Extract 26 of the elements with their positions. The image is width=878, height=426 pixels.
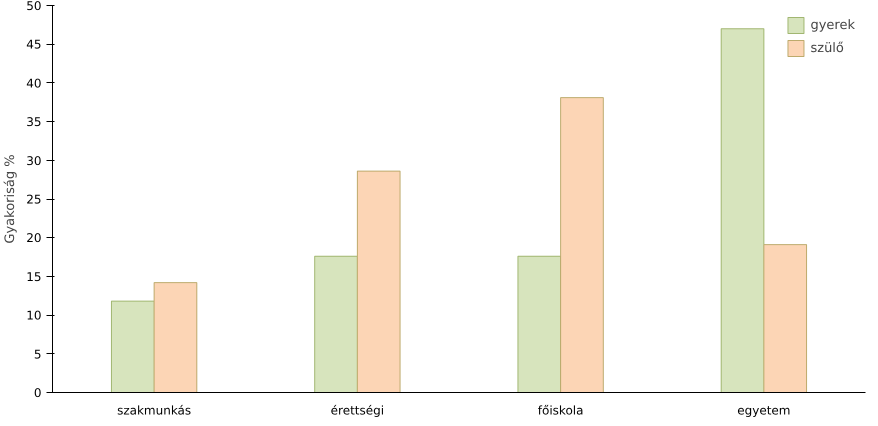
bar — [314, 256, 358, 392]
bar — [720, 28, 764, 392]
legend-label: gyerek — [810, 18, 855, 32]
x-tick-label: szakmunkás — [117, 404, 192, 418]
y-tick-label: 50 — [26, 0, 42, 13]
bar — [356, 170, 401, 392]
y-tick-label: 40 — [26, 76, 42, 90]
y-axis-title: Gyakoriság % — [3, 154, 18, 244]
y-tick-label: 5 — [34, 347, 42, 362]
y-tick-label: 30 — [26, 154, 42, 168]
y-tick-label: 25 — [26, 192, 42, 206]
y-tick-label: 35 — [26, 115, 42, 130]
bar — [154, 282, 198, 392]
x-tick-label: érettségi — [330, 404, 384, 418]
y-tick-label: 20 — [26, 231, 42, 246]
x-tick-label: egyetem — [737, 404, 791, 418]
bar — [560, 97, 604, 392]
y-tick-label: 0 — [34, 386, 42, 400]
y-tick-label: 45 — [26, 38, 42, 52]
bar — [110, 300, 155, 392]
bar — [517, 256, 562, 392]
y-tick-label: 10 — [26, 308, 42, 323]
y-tick-label: 15 — [26, 270, 42, 284]
bar — [763, 244, 808, 392]
legend-label: szülő — [810, 40, 844, 56]
x-tick-label: főiskola — [538, 404, 584, 418]
